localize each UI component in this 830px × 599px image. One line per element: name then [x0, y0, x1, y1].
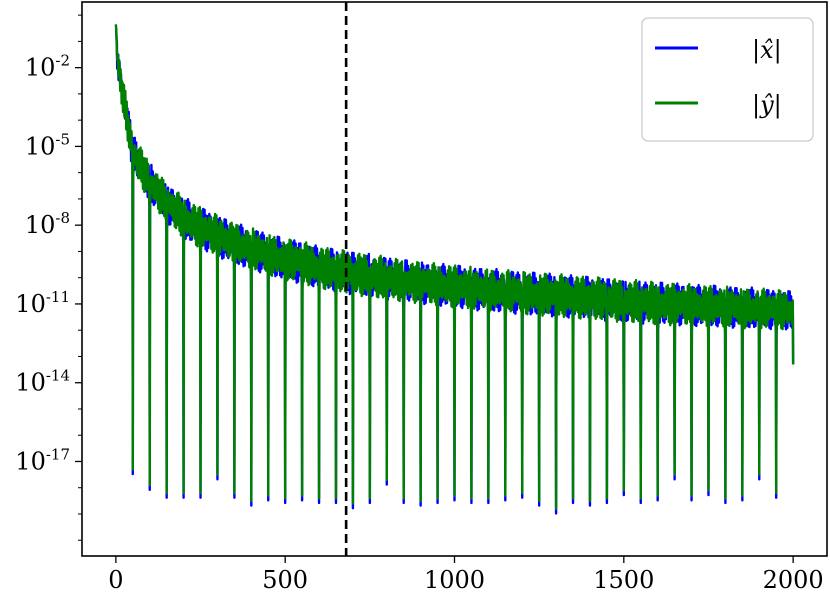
- x-tick-label: 0: [108, 566, 123, 594]
- legend-label-y: |ŷ|: [752, 91, 782, 120]
- legend: |x̂| |ŷ|: [641, 17, 814, 142]
- x-tick-label: 1000: [424, 566, 485, 594]
- x-tick-label: 500: [262, 566, 308, 594]
- y-tick-label: 10-14: [15, 367, 70, 397]
- legend-box: [641, 17, 814, 142]
- y-axis: 10-2 10-5 10-8 10-11 10-14 10-17: [15, 14, 82, 541]
- y-tick-label: 10-2: [25, 52, 70, 82]
- y-tick-label: 10-17: [15, 445, 70, 475]
- x-axis: 0 500 1000 1500 2000: [108, 556, 824, 594]
- y-tick-label: 10-5: [25, 130, 70, 160]
- y-tick-label: 10-11: [15, 288, 70, 318]
- legend-label-x: |x̂|: [752, 36, 782, 65]
- series-line-y: [114, 24, 795, 510]
- x-tick-label: 1500: [593, 566, 654, 594]
- y-tick-label: 10-8: [25, 209, 70, 239]
- series-layer: [114, 24, 795, 515]
- x-tick-label: 2000: [763, 566, 824, 594]
